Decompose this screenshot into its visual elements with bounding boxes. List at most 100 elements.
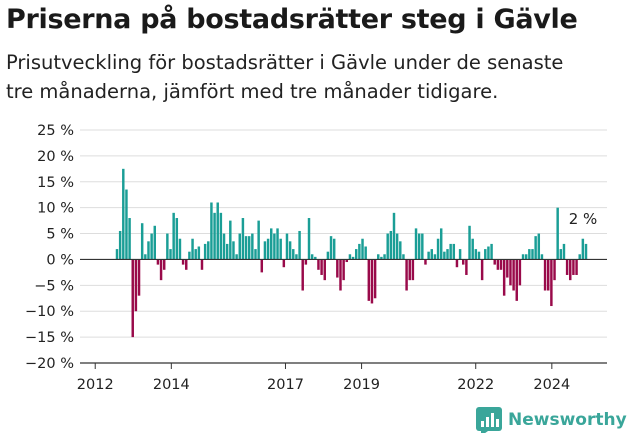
bar — [197, 246, 201, 260]
bar — [578, 254, 581, 260]
bar — [455, 259, 459, 268]
bar — [512, 259, 515, 291]
bar — [229, 220, 232, 260]
bar — [553, 259, 556, 281]
bar — [572, 259, 575, 275]
bar — [137, 259, 141, 296]
bar — [449, 243, 452, 260]
bar — [411, 259, 415, 281]
bar — [389, 230, 393, 260]
bar — [380, 256, 383, 260]
bar — [329, 236, 333, 260]
bar — [257, 220, 260, 260]
bar — [443, 251, 446, 260]
bar — [399, 241, 402, 260]
bar — [462, 259, 465, 265]
bar — [251, 233, 254, 260]
bar — [515, 259, 518, 301]
bar — [342, 259, 345, 281]
bar — [320, 259, 323, 275]
bar — [534, 236, 537, 260]
bar — [358, 243, 361, 260]
bar — [348, 254, 352, 260]
bar — [383, 254, 386, 260]
bar — [506, 259, 509, 278]
chart-title: Priserna på bostadsrätter steg i Gävle — [6, 4, 578, 35]
bar — [493, 259, 496, 265]
bar — [273, 233, 276, 260]
y-tick-label: −10 % — [25, 304, 74, 320]
bar — [310, 254, 314, 260]
bar — [569, 259, 572, 281]
bar — [323, 259, 326, 281]
bar — [575, 259, 578, 275]
bar — [556, 207, 559, 260]
bar — [162, 259, 166, 270]
x-tick-label: 2012 — [77, 377, 114, 393]
bar — [465, 259, 468, 275]
bar — [480, 259, 484, 281]
bar — [247, 236, 251, 260]
bar — [392, 212, 396, 260]
bar — [225, 243, 229, 260]
bar — [354, 249, 358, 260]
bar — [345, 259, 349, 263]
bar — [178, 238, 182, 260]
brand-logo[interactable]: Newsworthy — [476, 407, 627, 433]
bar — [270, 228, 273, 260]
bar — [430, 249, 433, 260]
bar — [169, 249, 172, 260]
bar — [125, 189, 128, 260]
newsworthy-logo-icon — [476, 407, 502, 433]
bar — [156, 259, 160, 265]
bar — [581, 238, 585, 260]
subtitle-line-2: tre månaderna, jämfört med tre månader t… — [6, 80, 499, 103]
bar — [159, 259, 163, 281]
bar — [547, 259, 550, 291]
bar — [528, 249, 531, 260]
bar — [439, 228, 443, 260]
y-tick-label: 0 % — [46, 252, 74, 268]
bar — [487, 246, 490, 260]
y-tick-label: −20 % — [25, 356, 74, 372]
bar — [118, 230, 122, 260]
bar — [446, 249, 449, 260]
bar — [521, 254, 525, 260]
bar — [282, 259, 286, 268]
bar — [377, 254, 380, 260]
bar — [314, 256, 317, 260]
bar — [496, 259, 500, 270]
bar — [367, 259, 371, 301]
x-tick-label: 2014 — [153, 377, 190, 393]
bar — [402, 254, 405, 260]
x-tick-label: 2024 — [533, 377, 570, 393]
bar — [188, 251, 191, 260]
bar — [216, 202, 219, 260]
bar — [172, 212, 175, 260]
bar — [543, 259, 547, 291]
bar — [301, 259, 304, 291]
bar — [351, 256, 355, 260]
y-tick-label: 5 % — [46, 227, 74, 243]
bar — [373, 259, 377, 299]
bar — [436, 238, 440, 260]
x-tick-label: 2017 — [267, 377, 304, 393]
bar — [307, 218, 311, 260]
bar — [150, 233, 153, 260]
bar — [565, 259, 569, 275]
bar — [122, 168, 125, 260]
bar — [232, 241, 235, 260]
bar — [559, 249, 563, 260]
bar — [471, 238, 474, 260]
bar — [295, 254, 298, 260]
bar — [317, 259, 320, 270]
y-tick-label: −15 % — [25, 330, 74, 346]
bar — [458, 249, 462, 260]
bar — [115, 249, 119, 260]
bar — [332, 238, 336, 260]
y-tick-label: −5 % — [34, 278, 74, 294]
bar — [326, 251, 330, 260]
bar — [203, 243, 207, 260]
latest-value-annotation: 2 % — [569, 210, 598, 228]
